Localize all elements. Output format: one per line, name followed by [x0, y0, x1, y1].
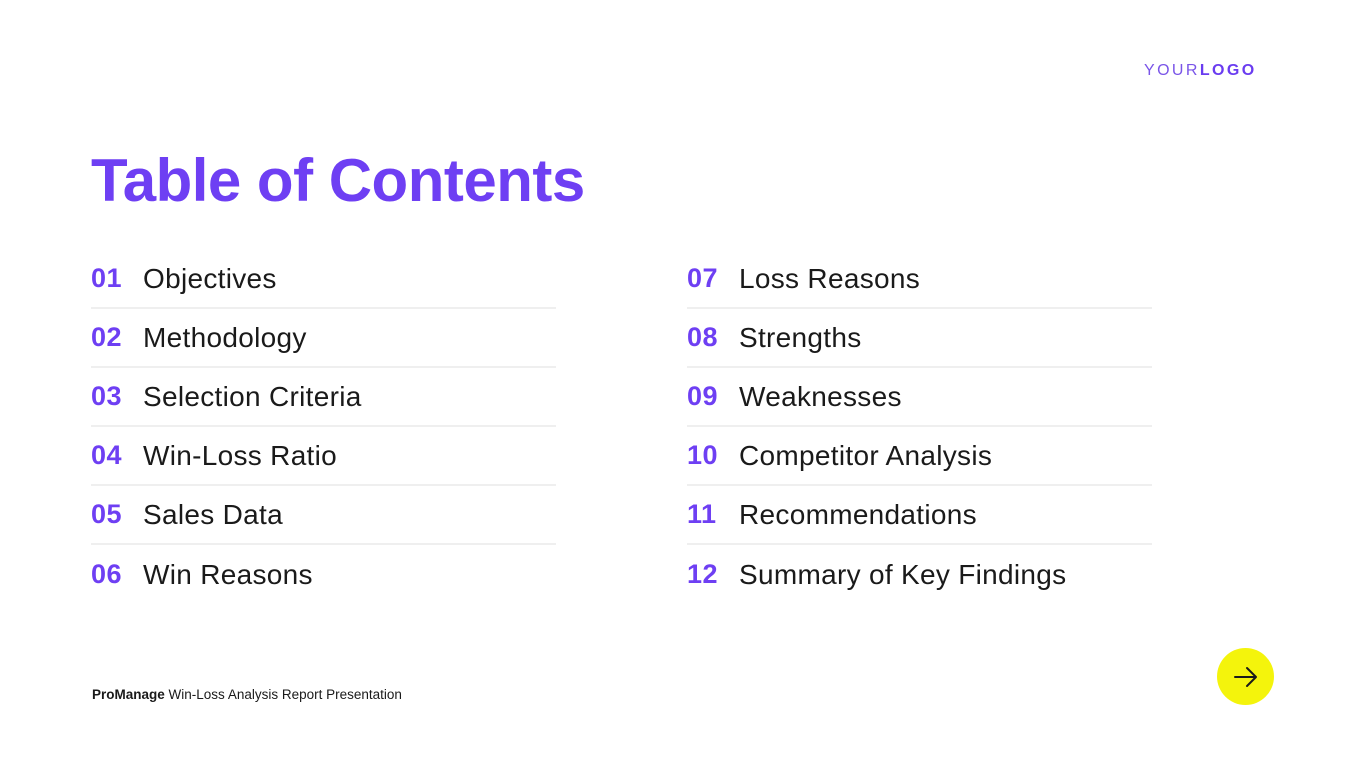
toc-label: Win Reasons	[143, 558, 313, 590]
toc-label: Summary of Key Findings	[739, 558, 1067, 590]
toc-label: Loss Reasons	[739, 262, 921, 294]
toc-number: 01	[91, 263, 123, 293]
toc-label: Methodology	[143, 321, 307, 353]
toc-item[interactable]: 09 Weaknesses	[687, 368, 1152, 427]
toc-label: Objectives	[143, 262, 277, 294]
toc-item[interactable]: 02 Methodology	[91, 309, 556, 368]
toc-item[interactable]: 08 Strengths	[687, 309, 1152, 368]
next-slide-button[interactable]	[1217, 648, 1274, 705]
toc-label: Weaknesses	[739, 380, 902, 412]
toc-number: 07	[687, 263, 719, 293]
toc-item[interactable]: 06 Win Reasons	[91, 545, 556, 604]
logo-light: YOUR	[1144, 62, 1200, 79]
toc-label: Selection Criteria	[143, 380, 362, 412]
toc-number: 05	[91, 499, 123, 529]
toc-number: 08	[687, 322, 719, 352]
toc-label: Recommendations	[739, 498, 977, 530]
toc-label: Strengths	[739, 321, 862, 353]
toc-number: 02	[91, 322, 123, 352]
toc-right-column: 07 Loss Reasons 08 Strengths 09 Weaknesses …	[687, 250, 1152, 604]
arrow-right-icon	[1233, 666, 1257, 687]
footer: ProManage Win-Loss Analysis Report Prese…	[92, 687, 402, 702]
toc-item[interactable]: 12 Summary of Key Findings	[687, 545, 1152, 604]
toc-item[interactable]: 05 Sales Data	[91, 486, 556, 545]
toc-number: 10	[687, 440, 719, 470]
toc-label: Sales Data	[143, 498, 283, 530]
toc-item[interactable]: 03 Selection Criteria	[91, 368, 556, 427]
toc-item[interactable]: 07 Loss Reasons	[687, 250, 1152, 309]
toc-number: 09	[687, 381, 719, 411]
toc-label: Competitor Analysis	[739, 439, 993, 471]
logo-bold: LOGO	[1199, 62, 1257, 79]
footer-brand: ProManage	[92, 687, 165, 702]
toc-left-column: 01 Objectives 02 Methodology 03 Selection C…	[91, 250, 556, 604]
toc-number: 04	[91, 440, 123, 470]
toc-number: 12	[687, 559, 719, 589]
toc-item[interactable]: 04 Win-Loss Ratio	[91, 427, 556, 486]
toc-item[interactable]: 10 Competitor Analysis	[687, 427, 1152, 486]
toc-number: 03	[91, 381, 123, 411]
logo: YOURLOGO	[1144, 62, 1257, 80]
page-title: Table of Contents	[91, 147, 585, 214]
footer-subtitle: Win-Loss Analysis Report Presentation	[168, 687, 402, 702]
toc-number: 11	[687, 499, 717, 529]
toc-number: 06	[91, 559, 123, 589]
toc-item[interactable]: 11 Recommendations	[687, 486, 1152, 545]
toc-item[interactable]: 01 Objectives	[91, 250, 556, 309]
toc-label: Win-Loss Ratio	[143, 439, 338, 471]
